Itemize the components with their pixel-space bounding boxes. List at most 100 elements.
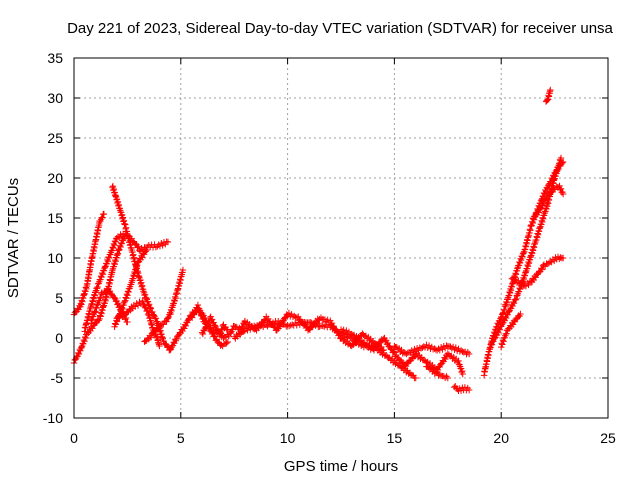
data-point: [544, 185, 551, 192]
data-point: [343, 327, 350, 334]
data-point: [199, 314, 207, 321]
data-point: [285, 322, 293, 330]
data-point: [111, 241, 118, 249]
x-tick-label: 10: [280, 430, 296, 446]
data-point: [288, 321, 296, 328]
data-point: [99, 214, 106, 221]
data-point: [517, 310, 524, 318]
data-point: [139, 297, 146, 305]
y-tick-label: 25: [47, 130, 63, 146]
data-point: [436, 346, 443, 354]
data-point: [452, 344, 460, 351]
data-point: [496, 326, 503, 333]
data-point: [118, 240, 125, 247]
data-point: [435, 345, 442, 352]
data-point: [293, 322, 300, 329]
data-point: [114, 300, 122, 307]
data-point: [455, 345, 462, 352]
data-point: [285, 309, 293, 317]
y-tick-label: 0: [55, 330, 63, 346]
data-point: [459, 370, 466, 378]
x-tick-label: 25: [600, 430, 616, 446]
series-track-4: [87, 285, 131, 327]
x-tick-label: 5: [177, 430, 185, 446]
data-point: [94, 283, 101, 291]
data-point: [501, 306, 508, 314]
data-point: [500, 338, 507, 345]
data-point: [504, 311, 511, 319]
data-point: [135, 243, 142, 250]
data-point: [223, 326, 230, 333]
data-point: [443, 342, 450, 349]
data-point: [93, 304, 100, 312]
data-point: [105, 254, 113, 262]
data-point: [132, 303, 139, 310]
data-point: [91, 309, 98, 316]
series-track-15: [391, 341, 473, 358]
data-point: [119, 236, 127, 244]
data-point: [119, 305, 126, 313]
data-point: [207, 325, 214, 332]
axis-ticks: 0 5 10 15 20 25 -10 -5 0 5 10 15 20 25 30 35: [43, 50, 616, 446]
data-point: [514, 292, 521, 299]
data-point: [112, 321, 120, 328]
data-point: [95, 280, 102, 287]
data-point: [412, 374, 419, 382]
data-point: [155, 241, 162, 248]
data-point: [449, 343, 457, 351]
data-point: [124, 292, 131, 299]
data-point: [141, 291, 149, 298]
data-point: [99, 271, 106, 278]
data-point: [143, 246, 150, 254]
data-point: [444, 374, 451, 382]
data-point: [194, 301, 202, 309]
data-point: [116, 314, 123, 321]
data-point: [144, 306, 151, 314]
data-point: [208, 316, 216, 323]
data-point: [87, 320, 95, 327]
data-point: [103, 260, 111, 268]
data-point: [97, 295, 104, 302]
data-point: [459, 367, 466, 375]
data-point: [147, 305, 155, 312]
data-point: [117, 243, 124, 251]
y-tick-label: 5: [55, 290, 63, 306]
y-tick-label: 35: [47, 50, 63, 66]
data-point: [448, 345, 456, 352]
data-point: [547, 86, 554, 94]
data-point: [499, 310, 507, 317]
data-point: [199, 330, 207, 338]
data-point: [455, 357, 462, 365]
data-point: [498, 343, 505, 351]
data-point: [543, 97, 550, 104]
data-point: [525, 281, 532, 289]
data-point: [116, 246, 123, 253]
data-point: [535, 209, 542, 216]
data-point: [124, 318, 131, 326]
grid-lines: [74, 58, 608, 418]
y-tick-label: -5: [51, 370, 64, 386]
data-point: [147, 334, 155, 341]
series-track-8: [141, 266, 187, 345]
series-track-13: [241, 309, 387, 354]
series-track-17: [451, 383, 473, 395]
data-point: [142, 247, 149, 255]
data-point: [152, 315, 160, 322]
data-point: [516, 259, 524, 267]
series-track-16: [423, 363, 451, 382]
data-point: [143, 295, 150, 302]
data-point: [156, 342, 163, 350]
data-point: [340, 326, 347, 334]
data-point: [88, 317, 96, 324]
data-point: [412, 348, 419, 355]
x-tick-label: 0: [70, 430, 78, 446]
data-point: [465, 386, 473, 394]
data-point: [164, 238, 172, 246]
plot-frame: [73, 57, 609, 419]
x-axis-title: GPS time / hours: [284, 458, 398, 475]
data-point: [432, 368, 440, 376]
data-point: [390, 348, 397, 355]
data-point: [518, 256, 525, 264]
data-point: [207, 313, 214, 320]
